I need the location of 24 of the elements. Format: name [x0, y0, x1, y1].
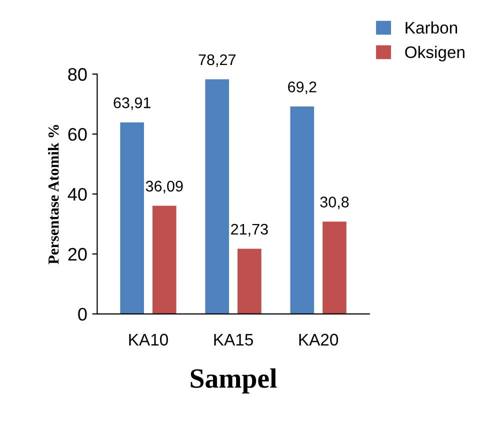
x-axis-title: Sampel [190, 368, 277, 394]
x-tick-label: KA10 [129, 334, 168, 346]
bar [205, 79, 230, 314]
bar [238, 248, 262, 314]
bar [322, 222, 346, 314]
legend-label: Karbon [406, 21, 458, 34]
data-label: 63,91 [114, 97, 150, 110]
x-tick-label: KA15 [214, 334, 253, 346]
bar [290, 106, 314, 314]
legend-label: Oksigen [405, 46, 464, 62]
y-tick-label: 80 [68, 68, 87, 81]
data-label: 21,73 [231, 224, 268, 236]
data-label: 36,09 [146, 180, 183, 194]
bar [152, 206, 176, 314]
bar [120, 122, 144, 314]
y-tick-label: 20 [68, 248, 87, 261]
x-tick-label: KA20 [299, 334, 338, 346]
y-tick-label: 60 [68, 128, 87, 141]
data-label: 78,27 [198, 54, 236, 67]
y-tick-label: 0 [78, 308, 87, 321]
data-label: 30,8 [320, 196, 349, 210]
y-tick-label: 40 [68, 188, 87, 201]
y-axis-title: Persentase Atomik % [48, 125, 59, 264]
data-label: 69,2 [288, 82, 316, 94]
